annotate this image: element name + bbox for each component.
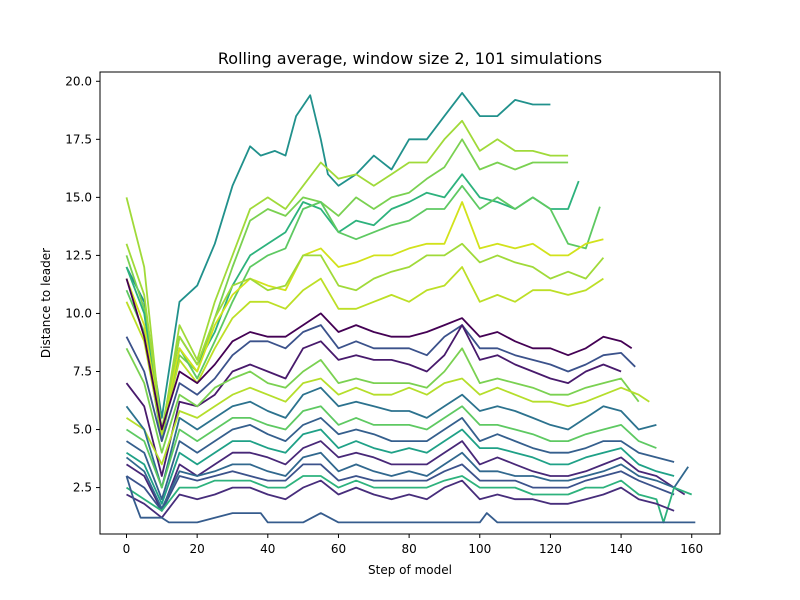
x-tick-label: 0 [123,542,131,556]
series-line-17 [126,428,675,505]
series-line-13 [126,377,650,466]
series-line-2 [125,119,569,436]
y-tick-label: 20.0 [65,74,92,88]
series-line-22 [126,479,675,519]
x-tick-label: 40 [260,542,275,556]
plot-frame [99,71,721,535]
series-line-21 [126,475,693,524]
series-line-19 [125,451,689,510]
series-line-8 [125,266,604,436]
x-tick-label: 60 [331,542,346,556]
x-tick-label: 160 [680,542,703,556]
y-tick-label: 15.0 [65,190,92,204]
x-tick-label: 80 [401,542,416,556]
y-tick-label: 10.0 [65,306,92,320]
series-line-20 [126,463,675,512]
series-line-23 [125,475,696,524]
series-line-4 [125,173,580,436]
series-line-12 [125,347,640,454]
series-line-3 [125,138,569,431]
chart-title: Rolling average, window size 2, 101 simu… [218,49,602,68]
series-layer [125,92,696,524]
x-axis-label: Step of model [368,563,452,577]
series-line-5 [125,184,601,442]
series-line-15 [126,405,657,489]
y-axis-label: Distance to leader [39,248,53,358]
y-axis: 2.5 5.0 7.5 10.0 12.5 15.0 17.5 20.0 [65,74,100,495]
x-axis: 0 20 40 60 80 100 120 140 160 [123,534,703,556]
series-line-1 [125,92,551,419]
series-line-18 [126,440,686,512]
series-line-6 [125,201,604,431]
series-line-14 [125,386,657,489]
series-line-9 [125,278,633,431]
series-line-10 [125,324,636,442]
y-tick-label: 7.5 [73,364,92,378]
series-line-16 [126,417,675,501]
x-tick-label: 20 [190,542,205,556]
y-tick-label: 2.5 [73,481,92,495]
x-tick-label: 140 [610,542,633,556]
x-tick-label: 120 [539,542,562,556]
series-line-7 [125,242,605,431]
y-tick-label: 5.0 [73,423,92,437]
x-tick-label: 100 [468,542,491,556]
y-tick-label: 17.5 [65,132,92,146]
series-line-11 [125,324,622,477]
y-tick-label: 12.5 [65,248,92,262]
